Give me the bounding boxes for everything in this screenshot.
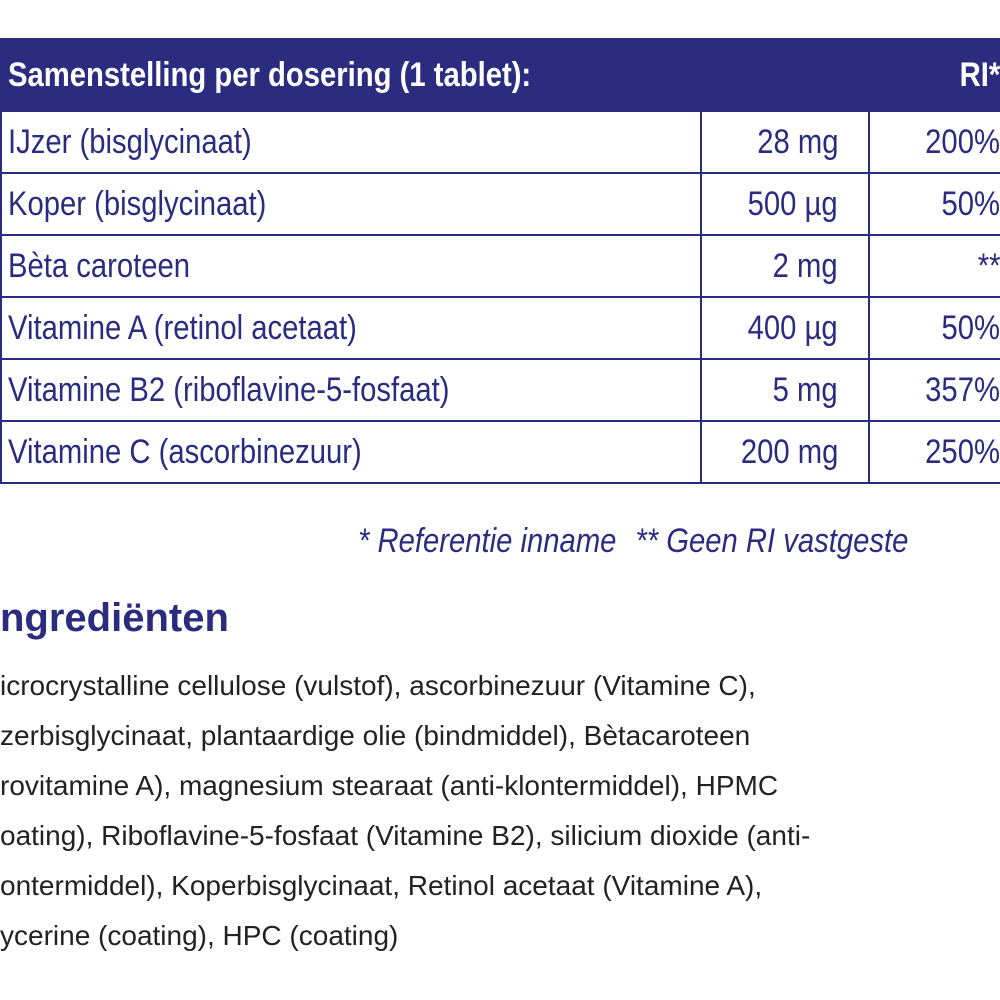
amount: 200 mg [740, 433, 838, 471]
ingredients-line: ontermiddel), Koperbisglycinaat, Retinol… [0, 870, 763, 901]
footnote-item: ** Geen RI vastgeste [635, 522, 909, 560]
table-header: Samenstelling per dosering (1 tablet): R… [0, 38, 1000, 112]
table-row: Koper (bisglycinaat) 500 µg 50% [0, 174, 1000, 236]
amount: 28 mg [756, 123, 838, 161]
footnote-item: * Referentie inname [358, 522, 617, 560]
ingredient-name: IJzer (bisglycinaat) [8, 123, 252, 161]
ingredients-line: icrocrystalline cellulose (vulstof), asc… [0, 670, 756, 701]
ri-cell: 50% [870, 298, 1000, 358]
ingredient-name: Bèta caroteen [8, 247, 191, 285]
ri-cell: 200% [870, 112, 1000, 172]
ingredient-name: Vitamine A (retinol acetaat) [8, 309, 357, 347]
ri-value: 250% [925, 433, 1000, 471]
amount: 500 µg [747, 185, 838, 223]
ingredients-line: ycerine (coating), HPC (coating) [0, 920, 399, 951]
ingredient-name: Koper (bisglycinaat) [8, 185, 267, 223]
ri-cell: 357% [870, 360, 1000, 420]
header-title: Samenstelling per dosering (1 tablet): [8, 56, 532, 94]
amount-cell: 5 mg [700, 360, 870, 420]
amount-cell: 28 mg [700, 112, 870, 172]
amount: 400 µg [747, 309, 838, 347]
table-row: Vitamine B2 (riboflavine-5-fosfaat) 5 mg 3… [0, 360, 1000, 422]
ri-value: 357% [925, 371, 1000, 409]
ingredient-name: Vitamine B2 (riboflavine-5-fosfaat) [8, 371, 450, 409]
ri-value: ** [977, 247, 1000, 285]
ingredient-name: Vitamine C (ascorbinezuur) [8, 433, 362, 471]
ingredients-title: ngrediënten [0, 596, 229, 640]
table-row: IJzer (bisglycinaat) 28 mg 200% [0, 112, 1000, 174]
ingredients-line: oating), Riboflavine-5-fosfaat (Vitamine… [0, 820, 811, 851]
amount-cell: 2 mg [700, 236, 870, 296]
ingredients-line: rovitamine A), magnesium stearaat (anti-… [0, 770, 779, 801]
table-row: Bèta caroteen 2 mg ** [0, 236, 1000, 298]
ri-value: 50% [941, 309, 1000, 347]
header-ri: RI* [959, 56, 1000, 94]
amount: 5 mg [772, 371, 838, 409]
ri-value: 200% [925, 123, 1000, 161]
ri-cell: ** [870, 236, 1000, 296]
amount-cell: 400 µg [700, 298, 870, 358]
ingredients-line: zerbisglycinaat, plantaardige olie (bind… [0, 720, 751, 751]
ri-cell: 50% [870, 174, 1000, 234]
table-row: Vitamine A (retinol acetaat) 400 µg 50% [0, 298, 1000, 360]
amount-cell: 500 µg [700, 174, 870, 234]
amount: 2 mg [772, 247, 838, 285]
footnote: * Referentie inname ** Geen RI vastgeste [358, 522, 908, 561]
amount-cell: 200 mg [700, 422, 870, 482]
ri-value: 50% [941, 185, 1000, 223]
ri-cell: 250% [870, 422, 1000, 482]
table-row: Vitamine C (ascorbinezuur) 200 mg 250% [0, 422, 1000, 484]
